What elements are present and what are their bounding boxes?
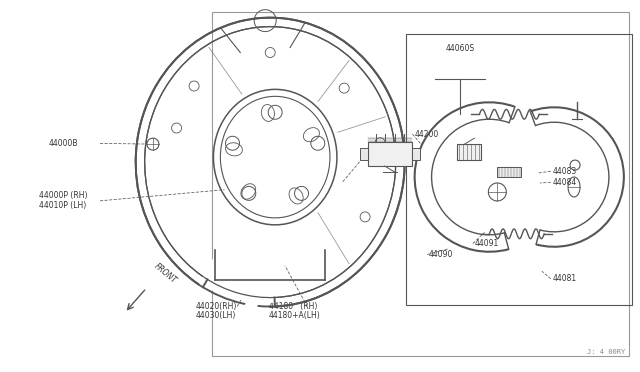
Text: 44060S: 44060S [445,44,475,53]
Text: FRONT: FRONT [152,261,179,285]
Text: 44000B: 44000B [49,139,79,148]
Text: 44180   (RH): 44180 (RH) [269,302,317,311]
Bar [212,12,629,356]
Bar [412,148,420,160]
Text: 44083: 44083 [553,167,577,176]
Bar [406,34,632,305]
Text: 44084: 44084 [553,178,577,187]
Text: 44090: 44090 [428,250,452,259]
Text: 44200: 44200 [414,129,438,139]
Text: 44010P (LH): 44010P (LH) [40,201,86,210]
Text: 44030(LH): 44030(LH) [196,311,236,320]
Text: 44000P (RH): 44000P (RH) [40,191,88,200]
Bar [368,142,412,166]
Text: 44180+A(LH): 44180+A(LH) [269,311,321,320]
Wedge shape [200,159,275,302]
Bar [360,148,368,160]
Bar [458,144,481,160]
Text: 44020(RH): 44020(RH) [196,302,237,311]
Text: 44051: 44051 [362,154,386,163]
Text: 44081: 44081 [553,274,577,283]
Text: J: 4 00RY: J: 4 00RY [586,349,625,355]
Circle shape [147,138,159,150]
Text: 44091: 44091 [474,239,499,248]
Bar [497,167,521,177]
